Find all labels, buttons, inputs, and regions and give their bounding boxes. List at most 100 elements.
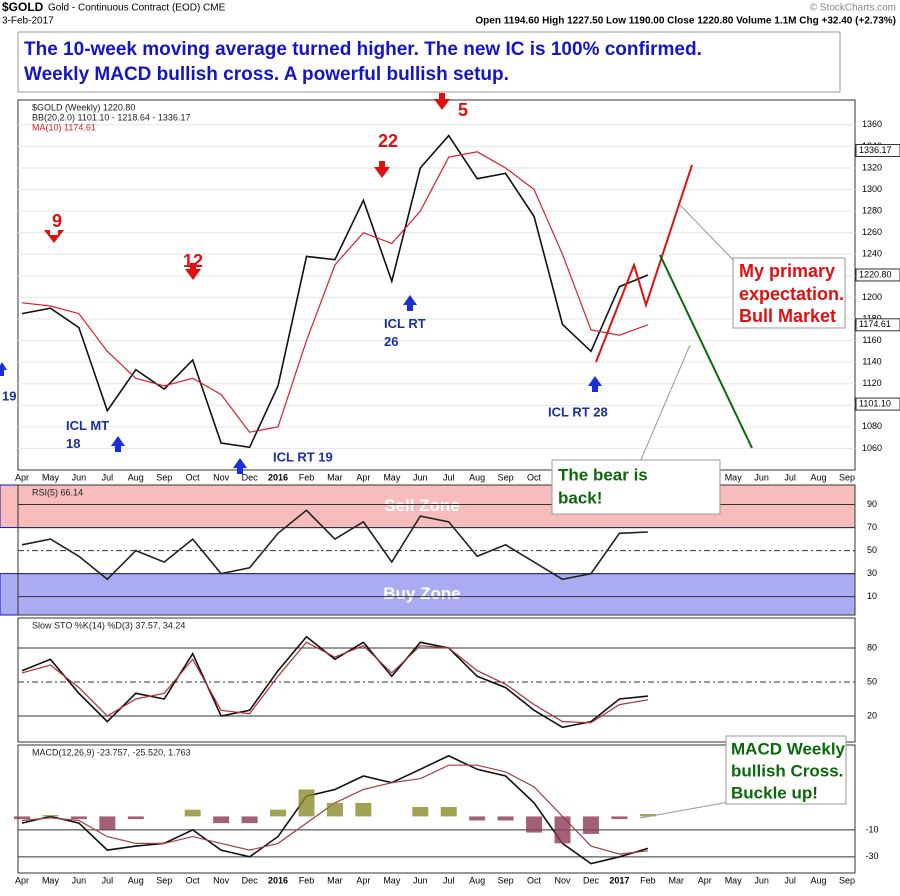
series-line — [21, 134, 649, 449]
quote: Open 1194.60 High 1227.50 Low 1190.00 Cl… — [475, 16, 896, 27]
price-badge-label: 1101.10 — [859, 398, 891, 408]
x-tick-label: Jul — [443, 472, 455, 482]
arrow — [374, 161, 390, 178]
legend-text: Slow STO %K(14) %D(3) 37.57, 34.24 — [32, 620, 185, 630]
series-line — [21, 151, 649, 433]
credit: © StockCharts.com — [810, 3, 896, 14]
low-label: ICL RT — [384, 316, 426, 331]
callout-box — [551, 459, 721, 515]
x-tick-label: Jul — [784, 875, 796, 885]
x-tick-label: Mar — [327, 472, 343, 482]
histogram-bar — [70, 816, 87, 820]
y-tick-label: 1320 — [862, 162, 882, 172]
bear-projection — [659, 254, 753, 449]
histogram-bar — [554, 816, 571, 844]
x-tick-label: Dec — [583, 875, 600, 885]
y-tick-label: 50 — [867, 545, 877, 555]
plots: 1060108011001120114011601180120012201240… — [0, 99, 900, 885]
x-tick-label: Dec — [242, 472, 259, 482]
x-tick-label: Dec — [242, 875, 259, 885]
x-tick-label: Sep — [498, 472, 514, 482]
x-tick-label: 2017 — [609, 875, 629, 885]
arrow — [403, 295, 417, 311]
callout-text: Bull Market — [739, 306, 836, 326]
y-tick-label: 70 — [867, 522, 877, 532]
callout-box — [732, 257, 846, 329]
y-tick-label: 1260 — [862, 227, 882, 237]
x-tick-label: Sep — [498, 875, 514, 885]
edge-label: 19 — [2, 388, 16, 403]
x-tick-label: May — [725, 875, 743, 885]
histogram-bar — [355, 802, 372, 817]
x-tick-label: Aug — [469, 472, 485, 482]
x-tick-label: Jun — [754, 875, 769, 885]
x-tick-label: Feb — [640, 875, 656, 885]
x-tick-label: Jun — [413, 875, 428, 885]
y-tick-label: 30 — [867, 568, 877, 578]
x-tick-label: Apr — [356, 875, 370, 885]
x-tick-label: Apr — [356, 472, 370, 482]
histogram-bar — [298, 789, 315, 817]
cycle-count: 5 — [458, 100, 468, 120]
y-tick-label: 1300 — [862, 184, 882, 194]
y-tick-label: 50 — [867, 676, 877, 686]
x-tick-label: Apr — [15, 472, 29, 482]
callout-text: expectation. — [739, 284, 844, 304]
x-tick-label: Feb — [299, 472, 315, 482]
arrow — [44, 230, 64, 243]
low-label: ICL MT — [66, 418, 109, 433]
arrow — [588, 376, 602, 392]
series-line — [21, 635, 648, 729]
x-tick-label: Sep — [156, 472, 172, 482]
histogram-bar — [639, 814, 656, 817]
arrow — [111, 436, 125, 452]
x-tick-label: May — [725, 472, 743, 482]
x-tick-label: 2016 — [268, 472, 288, 482]
x-tick-label: Mar — [669, 875, 685, 885]
x-tick-label: Jun — [72, 875, 87, 885]
y-tick-label: -30 — [865, 851, 878, 861]
x-tick-label: Jul — [443, 875, 455, 885]
histogram-bar — [326, 802, 343, 817]
arrow — [185, 263, 201, 280]
x-tick-label: Jul — [102, 472, 114, 482]
low-label: ICL MT 18 — [66, 418, 109, 451]
symbol: $GOLD — [2, 0, 44, 14]
x-tick-label: Sep — [839, 875, 855, 885]
callout-line — [639, 799, 741, 819]
series-line — [21, 509, 648, 581]
series-line — [21, 764, 648, 855]
histogram-bar — [14, 816, 30, 820]
low-label: ICL RT 19 — [273, 449, 333, 464]
x-tick-label: Jun — [72, 472, 87, 482]
x-tick-label: May — [383, 875, 401, 885]
x-tick-label: May — [42, 875, 60, 885]
x-tick-label: Aug — [128, 875, 144, 885]
price-badge-label: 1336.17 — [859, 145, 892, 155]
histogram-bar — [127, 816, 144, 820]
legend-text: BB(20,2.0) 1101.10 - 1218.64 - 1336.17 — [32, 112, 190, 122]
x-tick-label: Aug — [811, 875, 827, 885]
x-tick-label: Feb — [299, 875, 315, 885]
callout-text: bullish Cross. — [731, 761, 843, 780]
x-tick-label: 2016 — [268, 875, 288, 885]
panel-frame — [17, 617, 856, 743]
price-badge-label: 1174.61 — [859, 319, 891, 329]
panel-frame — [17, 484, 856, 616]
histogram-bar — [270, 809, 287, 817]
y-tick-label: 1360 — [862, 119, 882, 129]
zone-label: Sell Zone — [384, 496, 460, 515]
x-tick-label: Mar — [327, 875, 343, 885]
x-tick-label: Aug — [128, 472, 144, 482]
x-tick-label: Aug — [811, 472, 827, 482]
histogram-bar — [497, 816, 514, 821]
histogram-bar — [440, 806, 457, 817]
y-tick-label: 1140 — [862, 357, 881, 367]
histogram-bar — [241, 816, 258, 824]
panel-frame — [17, 744, 856, 874]
x-tick-label: Oct — [527, 472, 542, 482]
zone-label: Buy Zone — [383, 584, 460, 603]
y-tick-label: 80 — [867, 642, 877, 652]
arrow — [0, 362, 7, 376]
y-tick-label: 1120 — [862, 378, 881, 388]
